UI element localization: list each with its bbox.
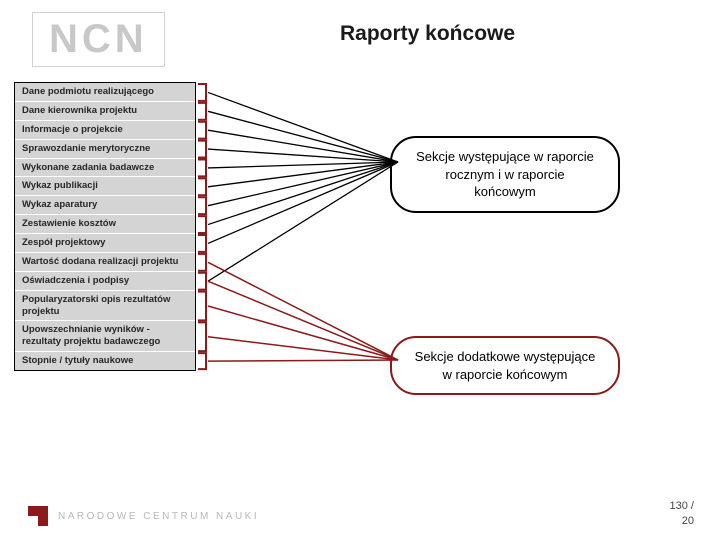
page-title: Raporty końcowe bbox=[340, 22, 515, 46]
section-item: Stopnie / tytuły naukowe bbox=[15, 352, 195, 370]
sections-list: Dane podmiotu realizującegoDane kierowni… bbox=[14, 82, 196, 371]
section-item: Wykaz publikacji bbox=[15, 177, 195, 196]
section-item: Dane podmiotu realizującego bbox=[15, 83, 195, 102]
ncn-logo: NCN bbox=[32, 12, 165, 67]
section-item: Wykaz aparatury bbox=[15, 196, 195, 215]
section-item: Wartość dodana realizacji projektu bbox=[15, 253, 195, 272]
footer-brand: NARODOWE CENTRUM NAUKI bbox=[28, 506, 259, 526]
section-item: Wykonane zadania badawcze bbox=[15, 159, 195, 178]
callout-additional-sections: Sekcje dodatkowe występujące w raporcie … bbox=[390, 336, 620, 395]
page-current: 130 bbox=[670, 500, 688, 512]
page-number: 130 / 20 bbox=[670, 499, 694, 528]
section-item: Popularyzatorski opis rezultatów projekt… bbox=[15, 291, 195, 322]
section-item: Dane kierownika projektu bbox=[15, 102, 195, 121]
footer-logo-mark bbox=[28, 506, 48, 526]
section-item: Zespół projektowy bbox=[15, 234, 195, 253]
footer-brand-text: NARODOWE CENTRUM NAUKI bbox=[58, 511, 259, 522]
section-item: Sprawozdanie merytoryczne bbox=[15, 140, 195, 159]
section-item: Upowszechnianie wyników - rezultaty proj… bbox=[15, 321, 195, 352]
callout-common-sections: Sekcje występujące w raporcie rocznym i … bbox=[390, 136, 620, 213]
section-item: Informacje o projekcie bbox=[15, 121, 195, 140]
page-total: 20 bbox=[682, 515, 694, 527]
section-item: Oświadczenia i podpisy bbox=[15, 272, 195, 291]
section-item: Zestawienie kosztów bbox=[15, 215, 195, 234]
